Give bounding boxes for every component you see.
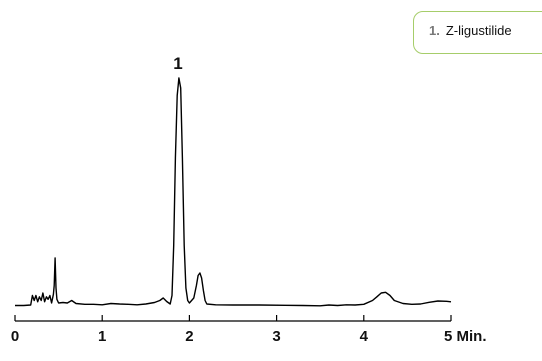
x-tick-label: 4 — [360, 328, 369, 345]
x-axis: 0 1 2 3 4 5 Min. — [11, 315, 487, 345]
legend-entry-number: 1. — [429, 23, 440, 38]
x-tick-label: 5 Min. — [444, 328, 487, 345]
x-tick-label: 2 — [185, 328, 193, 345]
peak-label-layer: 1 — [173, 54, 182, 73]
x-tick-label: 1 — [98, 328, 106, 345]
trace-layer — [15, 77, 452, 307]
legend: 1. Z-ligustilide — [413, 11, 542, 54]
x-tick-label: 0 — [11, 328, 19, 345]
x-tick-label: 3 — [272, 328, 280, 345]
chromatogram-trace — [15, 77, 452, 307]
peak-label: 1 — [173, 54, 182, 73]
legend-entry-name: Z-ligustilide — [445, 23, 512, 38]
legend-entry: 1. Z-ligustilide — [429, 23, 512, 38]
